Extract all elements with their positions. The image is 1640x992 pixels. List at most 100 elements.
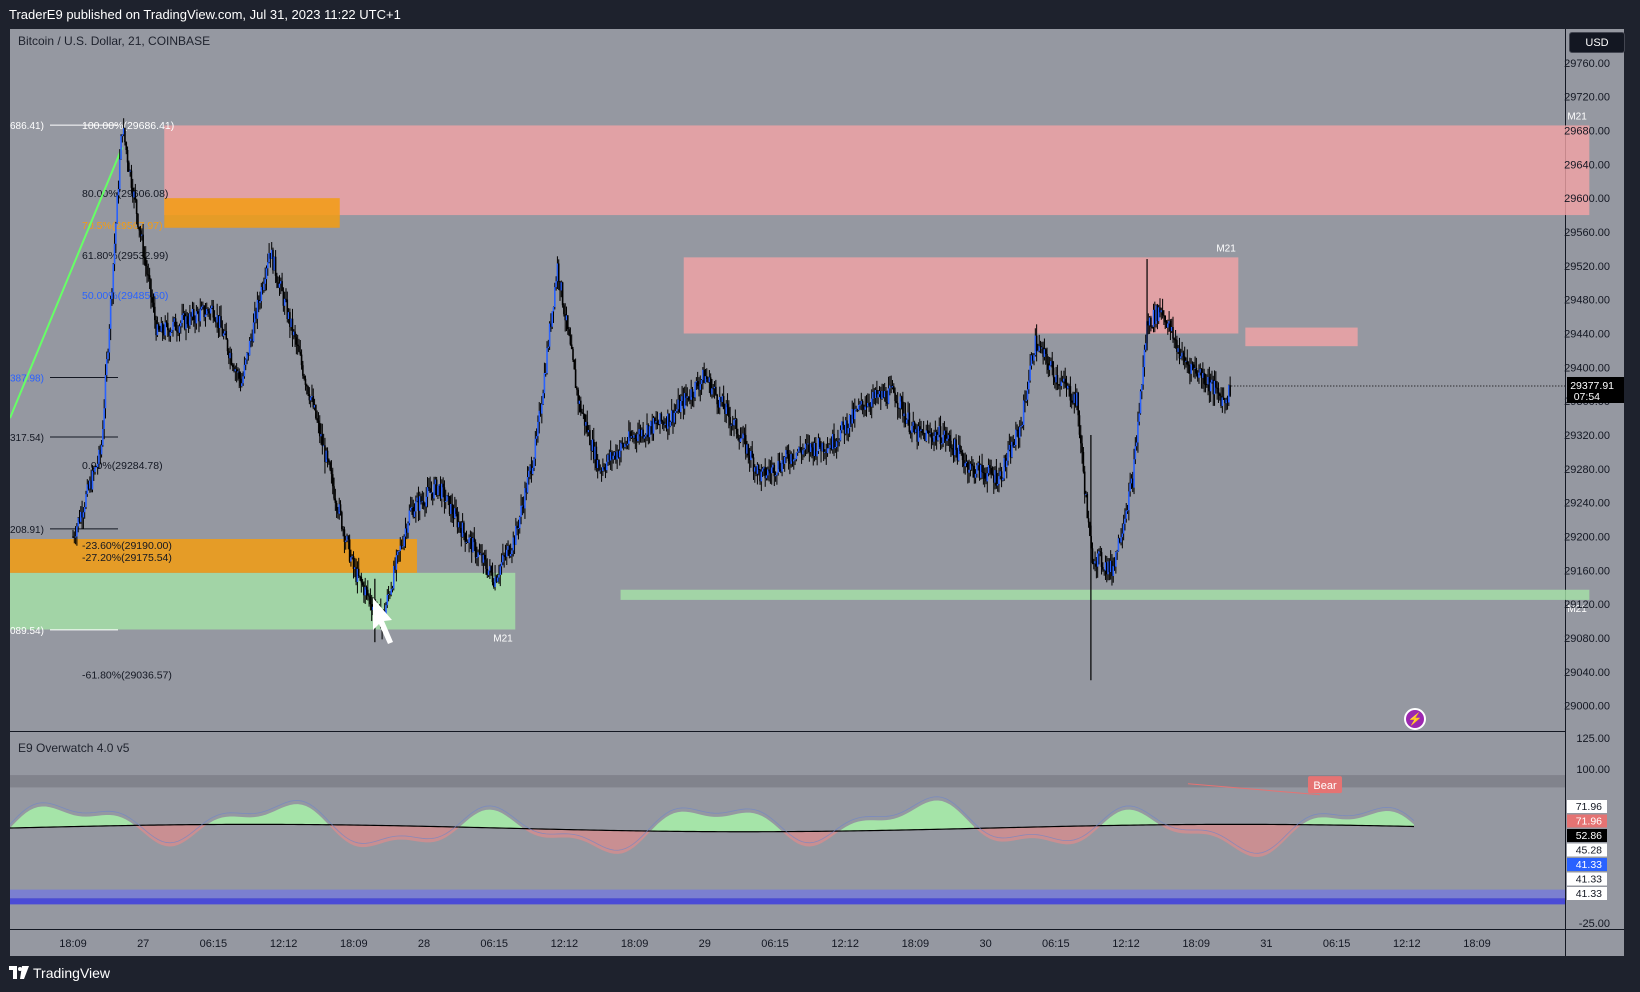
candle-body — [444, 500, 447, 502]
candle — [308, 387, 311, 405]
candle — [177, 325, 179, 337]
candle-body — [616, 451, 618, 460]
fib-source-label-3: 208.91) — [10, 525, 44, 536]
candle-body — [781, 459, 783, 472]
candle — [1157, 304, 1160, 325]
oscillator-area-segment — [94, 815, 98, 827]
candle-body — [955, 439, 957, 450]
lightning-icon[interactable]: ⚡ — [1404, 708, 1426, 730]
candle — [1003, 455, 1005, 482]
oscillator-area-segment — [1074, 826, 1078, 844]
candle — [531, 460, 534, 476]
candle — [691, 386, 694, 407]
candle-body — [779, 469, 782, 472]
oscillator-area-segment — [406, 825, 410, 841]
candle — [265, 265, 268, 291]
candle — [124, 127, 126, 146]
candle — [903, 402, 905, 428]
candle-body — [364, 587, 367, 596]
oscillator-area-segment — [1070, 826, 1074, 845]
candle — [667, 409, 669, 440]
candle — [739, 427, 742, 444]
candle — [191, 301, 194, 321]
candle — [337, 506, 339, 519]
candle-body — [552, 306, 555, 312]
candle — [235, 363, 238, 383]
candle — [918, 418, 921, 438]
candle — [792, 449, 795, 470]
candle — [254, 301, 256, 334]
oscillator-area-segment — [38, 806, 42, 828]
oscillator-area-segment — [98, 815, 102, 827]
oscillator-area-segment — [822, 831, 826, 843]
candle — [890, 375, 892, 394]
candle — [695, 377, 698, 390]
bear-label-text: Bear — [1313, 780, 1337, 792]
candle — [400, 539, 403, 550]
candle-body — [112, 264, 115, 293]
candle-body — [304, 378, 307, 385]
oscillator-area-segment — [1370, 813, 1374, 826]
candle — [539, 403, 542, 417]
candle — [1128, 482, 1130, 521]
candle-body — [363, 584, 365, 596]
candle-body — [695, 381, 698, 383]
candle-body — [135, 199, 138, 214]
candle — [1100, 547, 1103, 575]
candle-body — [152, 302, 155, 307]
candle — [977, 461, 979, 471]
candle-body — [424, 505, 426, 507]
candle — [200, 301, 203, 311]
candle-body — [337, 510, 339, 514]
candle — [635, 431, 638, 453]
candle-body — [578, 400, 581, 404]
currency-button[interactable]: USD — [1569, 32, 1625, 53]
oscillator-area-segment — [934, 800, 938, 830]
candle — [734, 409, 737, 430]
oscillator-area-segment — [1394, 811, 1398, 827]
candle — [634, 433, 637, 450]
oscillator-area-segment — [350, 825, 354, 846]
candle-body — [286, 299, 289, 320]
candle — [478, 543, 481, 555]
candle-body — [283, 298, 286, 306]
candle-body — [767, 469, 769, 476]
candle-body — [673, 412, 676, 423]
x-tick-label-7: 12:12 — [551, 938, 579, 950]
candle — [1121, 523, 1124, 549]
candle-body — [905, 419, 908, 424]
candle — [813, 437, 816, 462]
zone-label-0: M21 — [1567, 111, 1587, 122]
candle-body — [589, 430, 591, 446]
candle-body — [1168, 320, 1170, 324]
candle — [96, 455, 99, 475]
candle — [1178, 337, 1181, 365]
candle — [361, 578, 364, 587]
oscillator-area-segment — [814, 831, 818, 846]
candle — [186, 312, 189, 328]
candle-body — [1207, 376, 1209, 385]
candle — [95, 465, 98, 468]
oscillator-area-segment — [218, 817, 222, 825]
candle — [368, 593, 370, 607]
candle — [195, 305, 198, 330]
candle — [661, 419, 664, 430]
candle-body — [247, 352, 250, 356]
candle-body — [943, 430, 946, 435]
candle — [238, 368, 241, 389]
candle-body — [443, 487, 446, 502]
candle-body — [590, 445, 592, 451]
candle — [418, 491, 421, 521]
price-chart[interactable]: M21M21M21M21100.00%(29686.41)80.00%(2960… — [10, 29, 1624, 956]
oscillator-area-segment — [854, 821, 858, 831]
x-tick-label-12: 18:09 — [902, 938, 930, 950]
candle-body — [828, 448, 830, 450]
candle-body — [635, 438, 638, 442]
candle — [1002, 477, 1004, 482]
candle-body — [367, 589, 369, 596]
candle — [722, 385, 725, 410]
candle-body — [734, 419, 737, 421]
candle — [768, 459, 770, 482]
candle — [867, 393, 869, 408]
candle-body — [385, 605, 387, 614]
